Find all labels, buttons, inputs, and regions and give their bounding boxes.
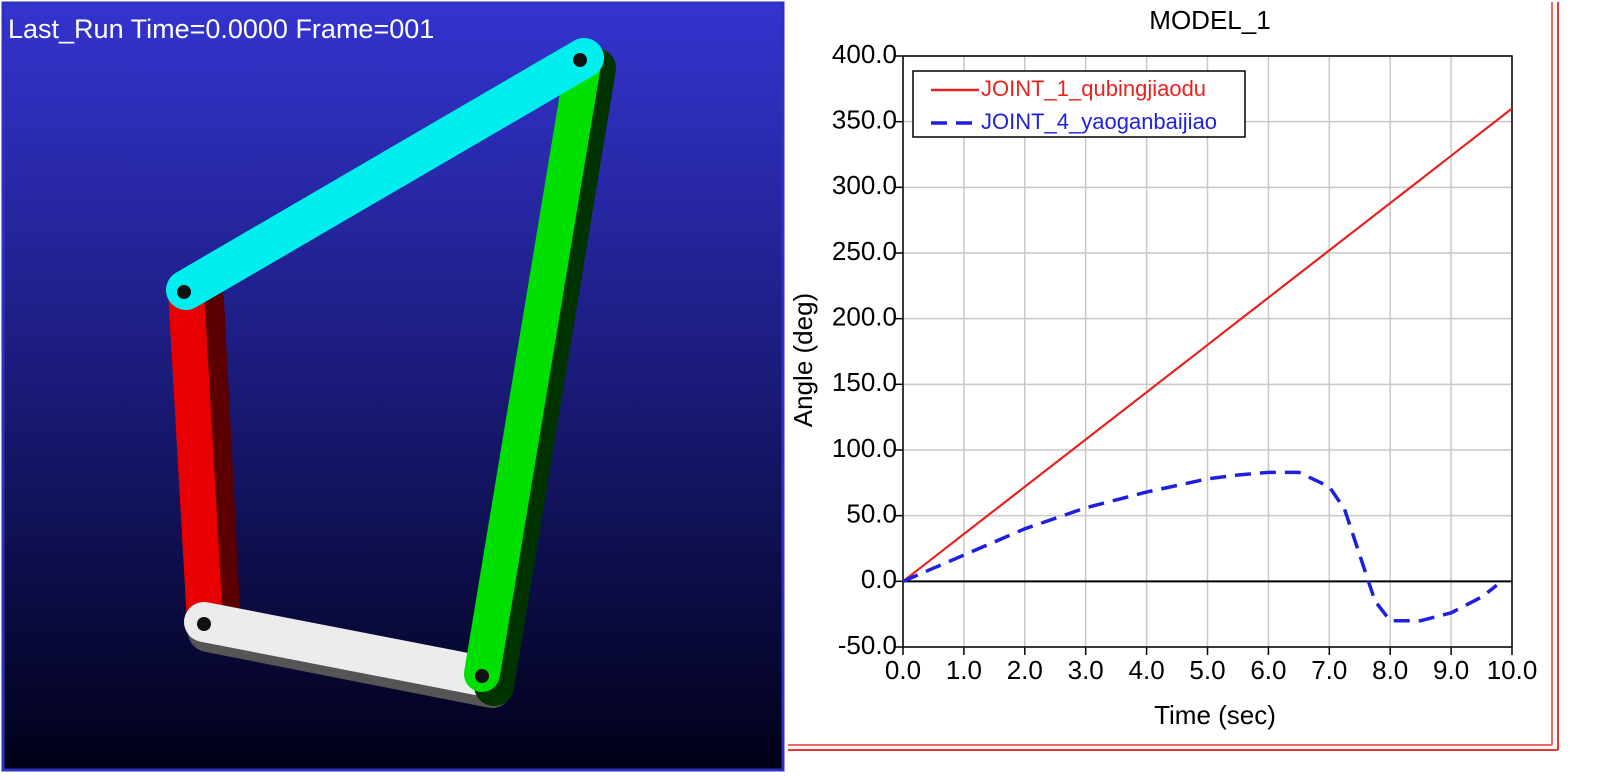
x-tick-label: 5.0 [1189,655,1225,685]
y-tick-label: 150.0 [832,367,897,397]
series-line [902,470,1498,623]
legend-label: JOINT_4_yaoganbaijiao [981,109,1217,134]
y-tick-label: -50.0 [838,630,897,660]
x-tick-label: 10.0 [1487,655,1538,685]
viewport-title: Last_Run Time=0.0000 Frame=001 [8,14,434,44]
chart-title: MODEL_1 [1149,5,1270,35]
plot-area: 0.0 1.0 2.0 3.0 4.0 5.0 6.0 7.0 8.0 9.0 10.0-50.00… [832,39,1537,685]
x-tick-label: 6.0 [1250,655,1286,685]
legend-box [912,70,1246,138]
y-tick-label: 200.0 [832,302,897,332]
y-tick-label: 400.0 [832,39,897,69]
x-tick-label: 3.0 [1068,655,1104,685]
y-tick-label: 300.0 [832,170,897,200]
y-tick-label: 100.0 [832,433,897,463]
plot-window: MODEL_1 Time (sec) Angle (deg) 0.0 1.0 2.0… [788,2,1596,751]
x-tick-label: 2.0 [1007,655,1043,685]
viewport: Last_Run Time=0.0000 Frame=001 [1,1,785,772]
x-axis-label: Time (sec) [1154,700,1276,730]
x-tick-label: 9.0 [1433,655,1469,685]
x-tick-label: 8.0 [1372,655,1408,685]
legend-label: JOINT_1_qubingjiaodu [981,76,1206,101]
series-line [902,107,1513,583]
x-tick-label: 1.0 [946,655,982,685]
y-tick-label: 250.0 [832,236,897,266]
plot-frame [902,55,1513,648]
y-axis-label: Angle (deg) [788,293,818,427]
y-tick-label: 50.0 [846,499,897,529]
x-tick-label: 4.0 [1129,655,1165,685]
linkage [166,38,616,708]
x-tick-label: 0.0 [885,655,921,685]
y-tick-label: 350.0 [832,105,897,135]
y-tick-label: 0.0 [861,564,897,594]
x-tick-label: 7.0 [1311,655,1347,685]
